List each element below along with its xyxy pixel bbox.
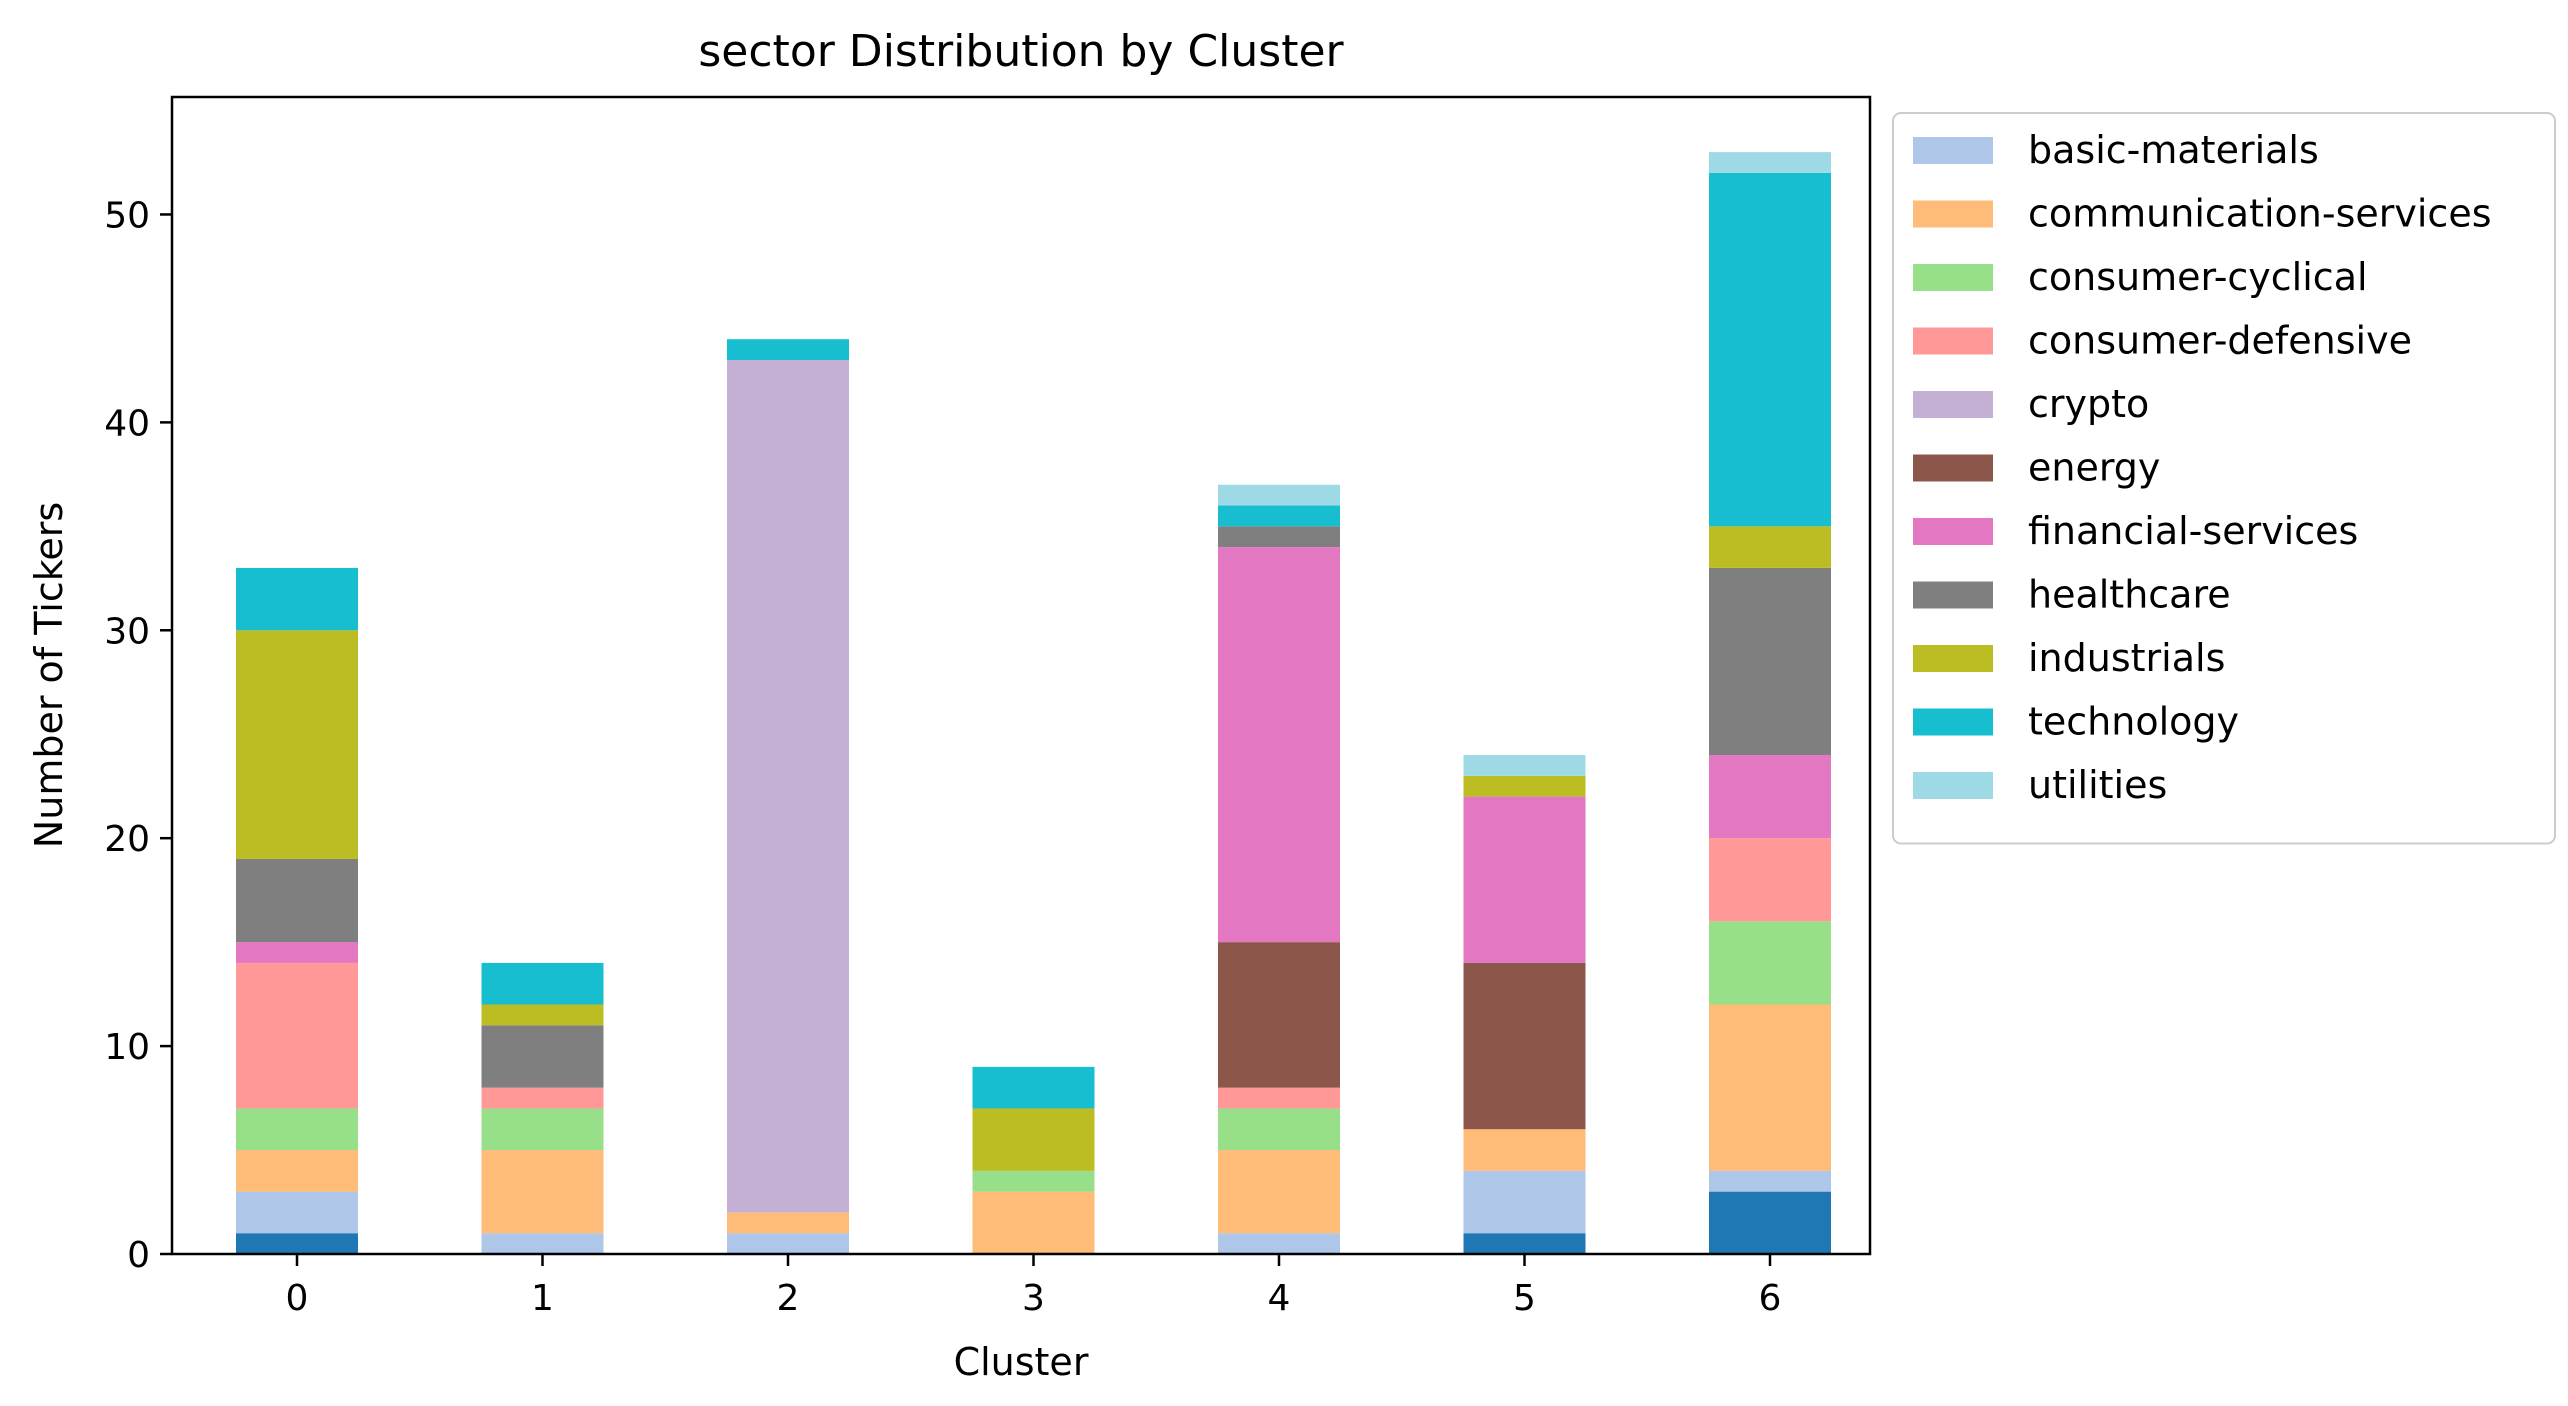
bar-cluster-0-series-3 [236,1108,358,1151]
bars [236,152,1831,1254]
bar-cluster-1-series-3 [481,1108,604,1151]
bar-cluster-0-series-10 [236,567,358,631]
legend-label: utilities [2028,763,2167,807]
bar-cluster-6-series-1 [1709,1170,1831,1192]
y-tick-label: 10 [104,1027,150,1068]
legend-swatch [1913,137,1993,164]
bar-cluster-0-series-2 [236,1150,358,1192]
bar-cluster-0-series-8 [236,858,358,943]
x-tick-label: 0 [286,1278,309,1319]
legend: basic-materials communication-services con… [1892,112,2556,845]
bar-cluster-5-series-2 [1463,1129,1586,1171]
y-tick-label: 0 [127,1235,150,1276]
bar-cluster-6-series-8 [1709,567,1831,756]
bar-cluster-5-series-0 [1463,1233,1586,1254]
bar-cluster-5-series-7 [1463,796,1586,963]
bar-cluster-1-series-1 [481,1233,604,1254]
legend-label: technology [2028,700,2239,744]
y-tick-label: 50 [104,195,150,236]
x-tick-label: 2 [777,1278,800,1319]
legend-swatch [1913,454,1993,482]
legend-box [1892,112,2556,845]
bar-cluster-5-series-9 [1463,775,1586,797]
y-tick-label: 30 [104,611,150,652]
legend-swatch [1913,645,1993,672]
plot-frame [170,95,1872,1256]
bar-cluster-0-series-1 [236,1191,358,1234]
bar-cluster-1-series-4 [481,1087,604,1109]
bar-cluster-4-series-4 [1218,1087,1340,1109]
legend-label: healthcare [2028,573,2231,617]
bar-cluster-6-series-0 [1709,1191,1831,1254]
legend-swatch [1913,518,1993,545]
legend-label: financial-services [2028,509,2358,553]
bar-cluster-1-series-8 [481,1025,604,1088]
y-axis: 0 10 20 30 40 50 [104,195,172,1276]
bar-cluster-1-series-2 [481,1150,604,1234]
bar-cluster-0-series-0 [236,1233,358,1254]
bar-cluster-2-series-2 [727,1212,849,1234]
x-tick-label: 1 [531,1278,554,1319]
bar-cluster-6-series-7 [1709,755,1831,839]
x-tick-label: 5 [1513,1278,1536,1319]
bar-cluster-2-series-1 [727,1233,849,1254]
bar-cluster-6-series-10 [1709,172,1831,527]
y-tick-label: 40 [104,403,150,444]
bar-cluster-4-series-3 [1218,1108,1340,1151]
legend-swatch [1913,391,1993,418]
bar-cluster-6-series-9 [1709,526,1831,568]
bar-cluster-3-series-3 [972,1170,1095,1192]
bar-cluster-4-series-11 [1218,484,1340,506]
bar-cluster-1-series-9 [481,1004,604,1026]
legend-label: consumer-cyclical [2028,255,2368,299]
legend-label: consumer-defensive [2028,319,2412,363]
x-tick-label: 3 [1022,1278,1045,1319]
legend-label: energy [2028,446,2160,490]
bar-cluster-6-series-11 [1709,152,1831,173]
bar-cluster-4-series-8 [1218,526,1340,548]
legend-label: communication-services [2028,192,2492,236]
chart-title: sector Distribution by Cluster [698,26,1344,77]
bar-cluster-3-series-2 [972,1191,1095,1254]
legend-label: industrials [2028,636,2225,680]
x-axis-label: Cluster [954,1340,1089,1384]
x-axis: 0 1 2 3 4 5 6 [286,1254,1782,1319]
y-axis-label: Number of Tickers [27,502,71,848]
legend-swatch [1913,200,1993,228]
bar-cluster-2-series-10 [727,339,849,361]
bar-cluster-4-series-6 [1218,942,1340,1088]
bar-cluster-4-series-1 [1218,1233,1340,1254]
x-tick-label: 6 [1759,1278,1782,1319]
legend-swatch [1913,264,1993,291]
legend-swatch [1913,327,1993,355]
legend-swatch [1913,581,1993,609]
legend-label: crypto [2028,382,2149,426]
bar-cluster-5-series-6 [1463,962,1586,1130]
bar-cluster-6-series-4 [1709,838,1831,922]
legend-swatch [1913,708,1993,736]
bar-cluster-0-series-7 [236,942,358,963]
legend-label: basic-materials [2028,128,2319,172]
bar-cluster-0-series-9 [236,630,358,859]
bar-cluster-4-series-2 [1218,1150,1340,1234]
bar-cluster-3-series-10 [972,1066,1095,1109]
bar-cluster-0-series-4 [236,962,358,1109]
bar-cluster-5-series-11 [1463,755,1586,776]
legend-swatch [1913,772,1993,799]
bar-cluster-1-series-10 [481,962,604,1005]
bar-cluster-4-series-7 [1218,547,1340,943]
bar-cluster-6-series-3 [1709,921,1831,1005]
y-tick-label: 20 [104,819,150,860]
bar-cluster-3-series-9 [972,1108,1095,1171]
bar-cluster-2-series-5 [727,360,849,1213]
x-tick-label: 4 [1268,1278,1291,1319]
bar-cluster-5-series-1 [1463,1170,1586,1234]
bar-cluster-4-series-10 [1218,505,1340,527]
bar-cluster-6-series-2 [1709,1004,1831,1171]
